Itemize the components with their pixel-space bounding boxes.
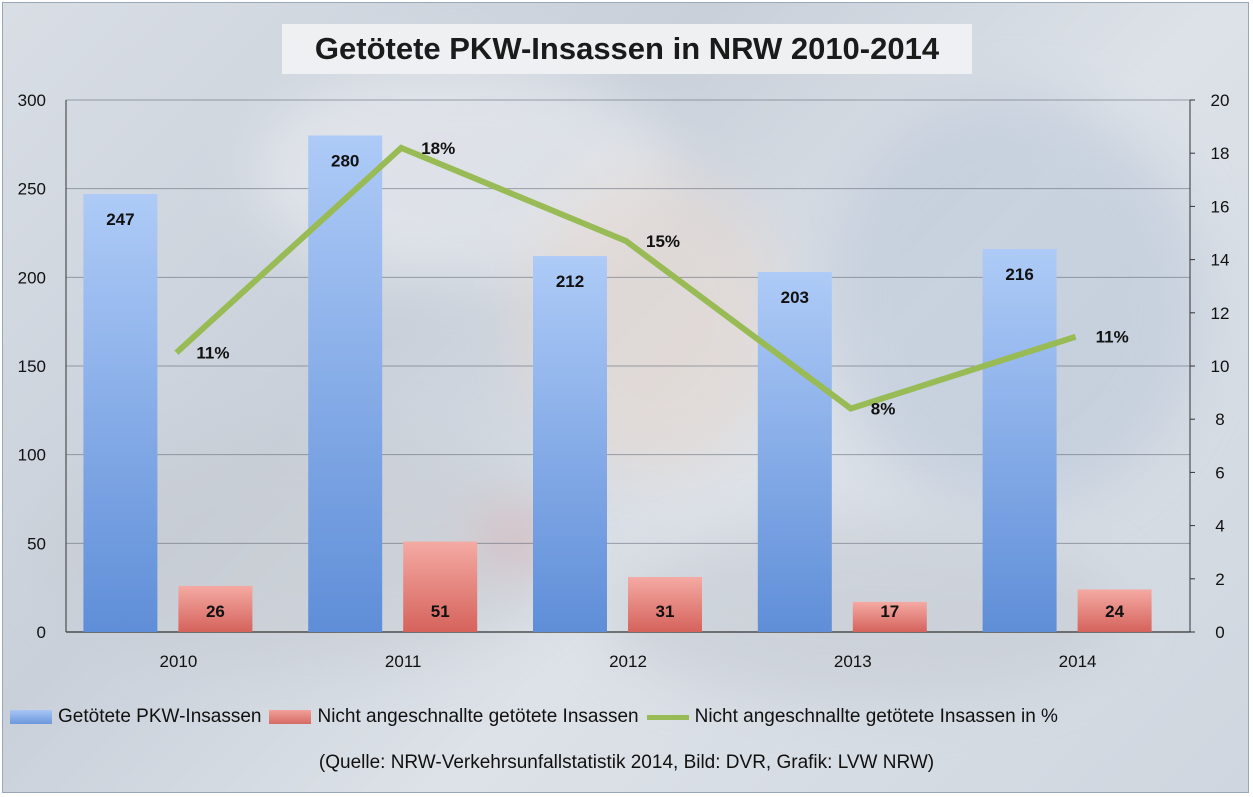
y2-tick-label: 8	[1215, 410, 1224, 429]
data-label-killed: 203	[781, 288, 809, 307]
legend-item-unbelted: Nicht angeschnallte getötete Insassen	[269, 706, 639, 728]
y2-tick-label: 2	[1215, 570, 1224, 589]
bar-unbelted	[178, 585, 253, 632]
bar-killed	[533, 256, 607, 632]
chart-plot-area: 0501001502002503000246810121416182024726…	[18, 91, 1230, 671]
data-label-unbelted: 51	[431, 602, 450, 621]
legend-label-unbelted: Nicht angeschnallte getötete Insassen	[317, 706, 639, 727]
data-label-percent: 11%	[1096, 328, 1129, 347]
data-label-percent: 8%	[871, 400, 896, 419]
data-label-percent: 11%	[196, 344, 229, 363]
y2-tick-label: 6	[1215, 463, 1224, 482]
y2-tick-label: 10	[1211, 357, 1230, 376]
x-tick-label: 2012	[609, 652, 647, 671]
data-label-killed: 216	[1005, 265, 1033, 284]
x-tick-label: 2013	[834, 652, 872, 671]
data-label-unbelted: 17	[880, 602, 899, 621]
line-unbelted-percent	[174, 144, 1077, 412]
y-tick-label: 250	[18, 180, 46, 199]
data-label-killed: 212	[556, 272, 584, 291]
legend-swatch-red	[269, 710, 312, 724]
data-label-killed: 247	[106, 210, 134, 229]
y2-tick-label: 14	[1211, 251, 1230, 270]
y-tick-label: 0	[37, 623, 46, 642]
data-label-killed: 280	[331, 151, 359, 170]
bar-unbelted	[403, 541, 478, 632]
bar-unbelted	[1077, 589, 1152, 632]
legend-label-killed: Getötete PKW-Insassen	[58, 706, 262, 727]
data-label-unbelted: 31	[656, 602, 675, 621]
bar-killed	[982, 248, 1057, 632]
y2-tick-label: 12	[1211, 304, 1230, 323]
bar-unbelted	[628, 577, 702, 632]
data-label-percent: 18%	[421, 139, 455, 158]
x-tick-label: 2014	[1059, 652, 1097, 671]
bar-unbelted	[852, 601, 927, 632]
legend-label-unbelted-percent: Nicht angeschnallte getötete Insassen in…	[694, 706, 1058, 727]
legend-swatch-line	[646, 714, 689, 720]
data-label-unbelted: 26	[206, 602, 225, 621]
legend-swatch-blue	[10, 710, 52, 724]
y-tick-label: 200	[18, 268, 46, 287]
chart-legend: Getötete PKW-Insassen Nicht angeschnallt…	[10, 702, 1246, 732]
y2-tick-label: 16	[1211, 197, 1230, 216]
source-note: (Quelle: NRW-Verkehrsunfallstatistik 201…	[318, 752, 935, 773]
y-tick-label: 150	[18, 357, 46, 376]
x-tick-label: 2011	[385, 652, 422, 671]
bar-killed	[757, 272, 832, 632]
y2-tick-label: 20	[1211, 91, 1230, 110]
y-tick-label: 100	[18, 446, 46, 465]
y2-tick-label: 18	[1211, 144, 1230, 163]
y-tick-label: 50	[27, 534, 46, 553]
data-label-unbelted: 24	[1105, 602, 1124, 621]
y2-tick-label: 0	[1215, 623, 1224, 642]
bar-killed	[308, 135, 383, 632]
legend-item-unbelted-percent: Nicht angeschnallte getötete Insassen in…	[646, 706, 1058, 728]
data-label-percent: 15%	[646, 232, 680, 251]
chart-title: Getötete PKW-Insassen in NRW 2010-2014	[282, 24, 972, 74]
bar-killed	[83, 193, 158, 632]
legend-item-killed: Getötete PKW-Insassen	[10, 706, 261, 728]
x-tick-label: 2010	[159, 652, 197, 671]
y2-tick-label: 4	[1215, 517, 1224, 536]
y-tick-label: 300	[18, 91, 46, 110]
